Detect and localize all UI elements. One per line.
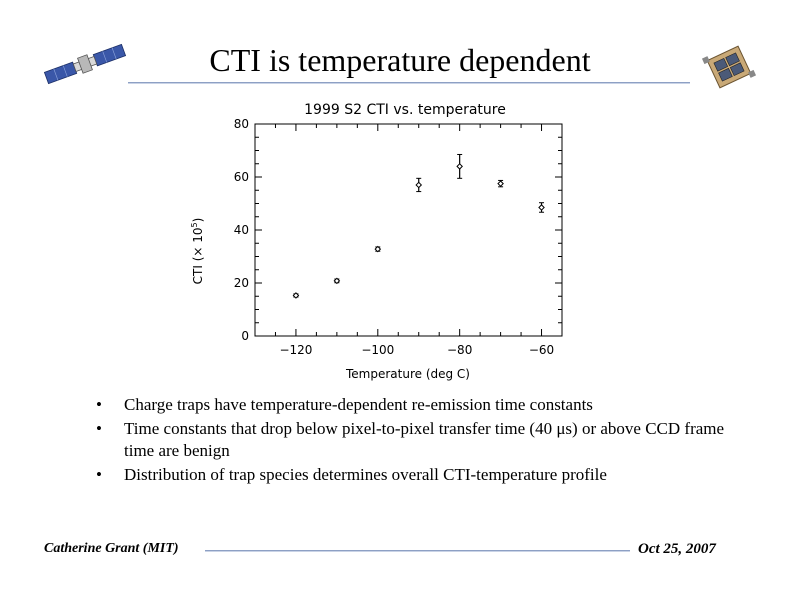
x-tick-label: −80: [447, 343, 472, 357]
slide-title: CTI is temperature dependent: [209, 42, 591, 78]
data-point: [333, 277, 341, 285]
y-axis-label: CTI (× 105): [190, 218, 205, 285]
y-axis-label-exponent: 5: [190, 222, 199, 227]
y-tick-label: 0: [241, 329, 249, 343]
x-tick-label: −120: [279, 343, 312, 357]
bullet-list: Charge traps have temperature-dependent …: [94, 394, 734, 488]
y-tick-label: 40: [234, 223, 249, 237]
data-point: [456, 163, 463, 170]
footer-author: Catherine Grant (MIT): [44, 541, 179, 556]
data-point: [292, 292, 300, 299]
x-tick-label: −100: [361, 343, 394, 357]
y-axis-label-close: ): [191, 218, 205, 223]
data-point: [374, 245, 382, 253]
y-axis-ticks: 0 20 40 60 80: [234, 117, 562, 343]
data-point: [415, 181, 423, 189]
footer-divider: [205, 550, 630, 552]
cti-temperature-chart: 1999 S2 CTI vs. temperature −120 −100 −80−…: [190, 102, 563, 381]
chart-title: 1999 S2 CTI vs. temperature: [304, 102, 506, 118]
y-tick-label: 60: [234, 170, 249, 184]
x-tick-label: −60: [529, 343, 554, 357]
y-tick-label: 80: [234, 117, 249, 131]
bullet-item: Charge traps have temperature-dependent …: [94, 394, 734, 416]
x-axis-label: Temperature (deg C): [345, 367, 470, 381]
satellite-icon: [43, 43, 127, 85]
bullet-item: Time constants that drop below pixel-to-…: [94, 418, 734, 462]
ccd-instrument-icon: [702, 45, 756, 89]
data-point: [497, 180, 504, 187]
y-axis-label-text: CTI (× 10: [191, 227, 205, 284]
data-point: [538, 204, 545, 211]
y-tick-label: 20: [234, 276, 249, 290]
title-divider: [128, 82, 690, 84]
x-axis-ticks: −120 −100 −80 −60: [254, 124, 563, 357]
data-points: [292, 153, 545, 299]
plot-frame: [254, 123, 563, 337]
bullet-item: Distribution of trap species determines …: [94, 464, 734, 486]
footer-date: Oct 25, 2007: [638, 541, 716, 557]
